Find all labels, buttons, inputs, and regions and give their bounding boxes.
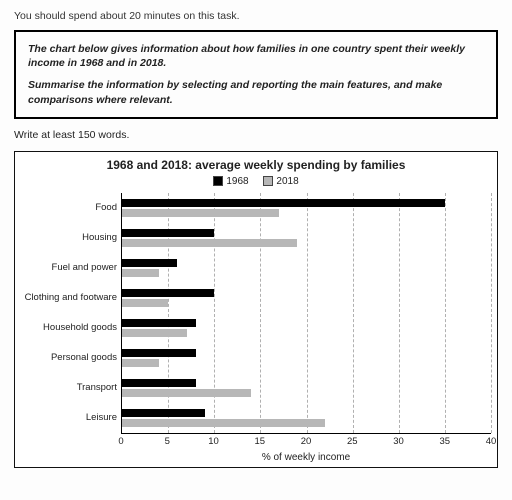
min-words-instruction: Write at least 150 words. (14, 129, 498, 141)
bar-1968 (122, 289, 214, 297)
bar-1968 (122, 259, 177, 267)
chart-plot-area: FoodHousingFuel and powerClothing and fo… (21, 193, 491, 434)
bar-2018 (122, 329, 187, 337)
category-label: Clothing and footware (21, 283, 117, 313)
x-axis-label: % of weekly income (121, 452, 491, 463)
legend-label-2018: 2018 (276, 176, 298, 187)
bar-2018 (122, 389, 251, 397)
x-tick-label: 30 (393, 436, 404, 447)
prompt-paragraph-1: The chart below gives information about … (28, 42, 484, 70)
bar-1968 (122, 229, 214, 237)
x-tick-label: 0 (118, 436, 123, 447)
category-label: Household goods (21, 313, 117, 343)
x-tick-label: 35 (439, 436, 450, 447)
x-axis-ticks: 0510152025303540 (121, 436, 491, 450)
bar-2018 (122, 359, 159, 367)
task-time-instruction: You should spend about 20 minutes on thi… (14, 10, 498, 22)
bar-2018 (122, 419, 325, 427)
legend-label-1968: 1968 (226, 176, 248, 187)
category-label: Housing (21, 223, 117, 253)
category-label: Food (21, 193, 117, 223)
bar-1968 (122, 379, 196, 387)
chart-legend: 1968 2018 (21, 176, 491, 187)
x-tick-label: 5 (165, 436, 170, 447)
category-label: Fuel and power (21, 253, 117, 283)
task-prompt-box: The chart below gives information about … (14, 30, 498, 119)
bar-2018 (122, 269, 159, 277)
bar-2018 (122, 299, 168, 307)
category-label: Transport (21, 373, 117, 403)
chart-container: 1968 and 2018: average weekly spending b… (14, 151, 498, 468)
axes (121, 193, 491, 434)
chart-title: 1968 and 2018: average weekly spending b… (21, 158, 491, 172)
legend-swatch-1968 (213, 176, 223, 186)
x-tick-label: 25 (347, 436, 358, 447)
bar-1968 (122, 319, 196, 327)
x-tick-label: 15 (254, 436, 265, 447)
x-tick-label: 20 (301, 436, 312, 447)
prompt-paragraph-2: Summarise the information by selecting a… (28, 78, 484, 106)
bar-1968 (122, 349, 196, 357)
bar-2018 (122, 209, 279, 217)
y-axis-labels: FoodHousingFuel and powerClothing and fo… (21, 193, 121, 433)
x-tick-label: 10 (208, 436, 219, 447)
x-tick-label: 40 (486, 436, 497, 447)
category-label: Leisure (21, 403, 117, 433)
legend-swatch-2018 (263, 176, 273, 186)
bar-1968 (122, 409, 205, 417)
bar-1968 (122, 199, 445, 207)
bar-2018 (122, 239, 297, 247)
category-label: Personal goods (21, 343, 117, 373)
bars-area (122, 193, 491, 433)
